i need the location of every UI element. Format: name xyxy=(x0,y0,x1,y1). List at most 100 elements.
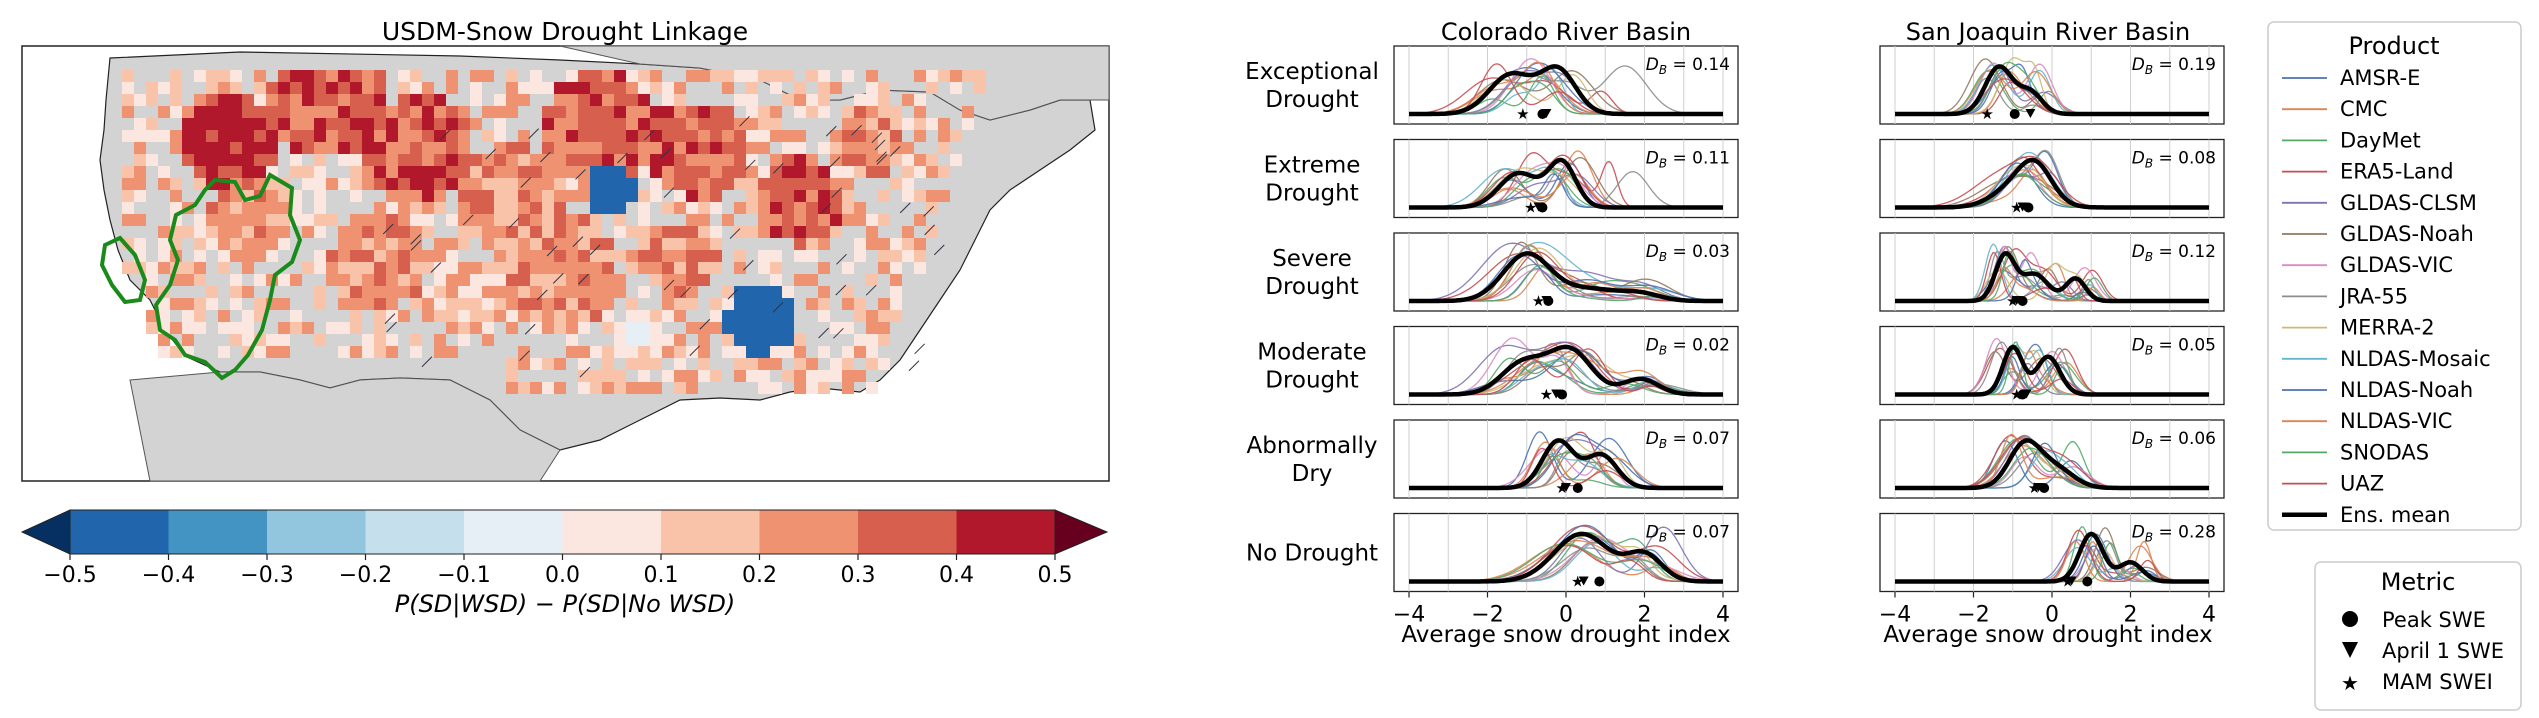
map-cell xyxy=(758,142,770,154)
map-cell xyxy=(446,286,458,298)
map-cell xyxy=(482,190,494,202)
map-cell xyxy=(386,346,398,358)
map-cell xyxy=(638,382,650,394)
ensemble-mean-curve xyxy=(1895,438,2209,491)
map-cell xyxy=(818,106,830,118)
map-cell xyxy=(662,106,674,118)
map-cell xyxy=(254,118,266,130)
map-cell xyxy=(566,118,578,130)
map-cell xyxy=(758,298,770,310)
map-cell xyxy=(674,202,686,214)
map-cell xyxy=(578,346,590,358)
map-cell xyxy=(554,202,566,214)
map-cell xyxy=(302,118,314,130)
map-cell xyxy=(338,130,350,142)
map-cell xyxy=(662,238,674,250)
map-cell xyxy=(662,118,674,130)
map-cell xyxy=(350,94,362,106)
colorbar-bin xyxy=(562,510,662,554)
map-cell xyxy=(914,118,926,130)
map-cell xyxy=(914,130,926,142)
map-cell xyxy=(146,274,158,286)
map-cell xyxy=(506,178,518,190)
map-cell xyxy=(794,166,806,178)
legend-item: DayMet xyxy=(2282,128,2421,152)
map-cell xyxy=(578,94,590,106)
colorbar-bin xyxy=(858,510,957,554)
hatch-mark xyxy=(440,129,451,140)
map-cell xyxy=(338,226,350,238)
map-cell xyxy=(362,154,374,166)
map-cell xyxy=(794,226,806,238)
map-cell xyxy=(482,274,494,286)
map-cell xyxy=(242,106,254,118)
map-cell xyxy=(674,154,686,166)
map-cell xyxy=(566,214,578,226)
map-cell xyxy=(674,262,686,274)
map-cell xyxy=(770,334,782,346)
map-cell xyxy=(854,334,866,346)
map-cell xyxy=(554,94,566,106)
map-cell xyxy=(686,190,698,202)
map-cell xyxy=(650,166,662,178)
map-cell xyxy=(242,166,254,178)
map-cell xyxy=(782,286,794,298)
map-cell xyxy=(614,286,626,298)
map-cell xyxy=(542,274,554,286)
map-cell xyxy=(758,310,770,322)
map-cell xyxy=(146,154,158,166)
map-cell xyxy=(590,214,602,226)
legend-label: MERRA-2 xyxy=(2340,316,2435,340)
map-cell xyxy=(422,262,434,274)
hatch-mark xyxy=(552,273,564,284)
map-cell xyxy=(206,202,218,214)
map-cell xyxy=(362,250,374,262)
map-cell xyxy=(362,118,374,130)
map-cell xyxy=(386,178,398,190)
map-cell xyxy=(122,178,134,190)
map-cell xyxy=(530,154,542,166)
map-cell xyxy=(614,82,626,94)
map-cell xyxy=(878,154,890,166)
map-cell xyxy=(806,106,818,118)
map-cell xyxy=(578,226,590,238)
map-cell xyxy=(290,322,302,334)
map-cell xyxy=(446,142,458,154)
map-cell xyxy=(302,82,314,94)
product-legend-frame xyxy=(2267,21,2522,531)
map-cell xyxy=(338,106,350,118)
map-cell xyxy=(854,250,866,262)
map-cell xyxy=(206,70,218,82)
map-cell xyxy=(362,94,374,106)
map-cell xyxy=(674,370,686,382)
x-tick-label: −2 xyxy=(1471,603,1503,628)
map-cell xyxy=(326,106,338,118)
map-cell xyxy=(674,118,686,130)
map-cell xyxy=(866,238,878,250)
map-cell xyxy=(494,226,506,238)
map-cell xyxy=(362,142,374,154)
marker-april1-swe xyxy=(2066,576,2077,586)
hatch-mark xyxy=(540,151,551,163)
hatch-mark xyxy=(520,177,532,188)
map-cell xyxy=(794,238,806,250)
map-cell xyxy=(794,106,806,118)
hatch-mark xyxy=(524,323,536,335)
map-cell xyxy=(494,262,506,274)
map-cell xyxy=(242,310,254,322)
x-tick-label: 2 xyxy=(2124,603,2138,628)
map-cell xyxy=(542,238,554,250)
map-cell xyxy=(122,94,134,106)
map-cell xyxy=(650,262,662,274)
map-cell xyxy=(782,298,794,310)
map-cell xyxy=(830,202,842,214)
map-cell xyxy=(374,250,386,262)
db-annotation: DB = 0.08 xyxy=(2132,149,2216,171)
map-cell xyxy=(422,214,434,226)
hatch-mark xyxy=(519,350,530,362)
map-cell xyxy=(866,226,878,238)
map-cell xyxy=(398,214,410,226)
map-cell xyxy=(314,214,326,226)
map-cell xyxy=(686,178,698,190)
map-cell xyxy=(470,166,482,178)
